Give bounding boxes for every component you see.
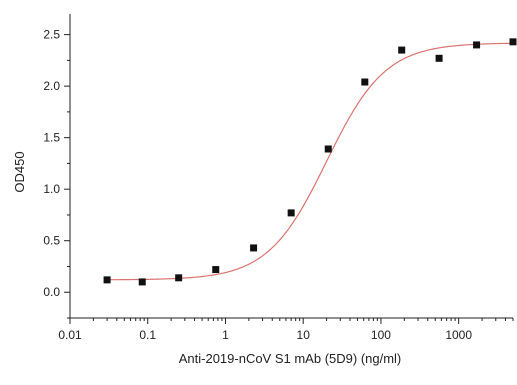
x-tick-label: 0.1 xyxy=(139,328,156,342)
y-tick-label: 2.5 xyxy=(43,28,60,42)
data-point xyxy=(435,54,443,62)
y-tick-label: 1.0 xyxy=(43,182,60,196)
y-tick-label: 0.5 xyxy=(43,234,60,248)
data-point xyxy=(324,145,332,153)
data-point xyxy=(361,78,369,86)
x-tick-label: 10 xyxy=(297,328,311,342)
x-tick-label: 1000 xyxy=(445,328,472,342)
data-point xyxy=(212,266,220,274)
data-point xyxy=(175,274,183,282)
x-tick-label: 1 xyxy=(222,328,229,342)
x-tick-label: 100 xyxy=(371,328,391,342)
axes-layer: 0.01 0.1 1 10 100 1000 0.0 0.5 1.0 1.5 2.0 2.5 xyxy=(43,14,514,342)
points-layer xyxy=(103,38,517,286)
y-tick-label: 0.0 xyxy=(43,285,60,299)
x-tick-label: 0.01 xyxy=(58,328,82,342)
y-axis-label: OD450 xyxy=(12,151,27,192)
fit-curve xyxy=(107,42,514,281)
data-point xyxy=(138,278,146,286)
data-point xyxy=(398,46,406,54)
data-point xyxy=(509,38,517,46)
y-tick-label: 2.0 xyxy=(43,79,60,93)
data-point xyxy=(250,244,258,252)
data-point xyxy=(473,41,481,49)
data-point xyxy=(287,209,295,217)
y-tick-label: 1.5 xyxy=(43,131,60,145)
fit-layer xyxy=(107,42,514,281)
data-point xyxy=(103,276,111,284)
x-axis-label: Anti-2019-nCoV S1 mAb (5D9) (ng/ml) xyxy=(179,351,402,366)
